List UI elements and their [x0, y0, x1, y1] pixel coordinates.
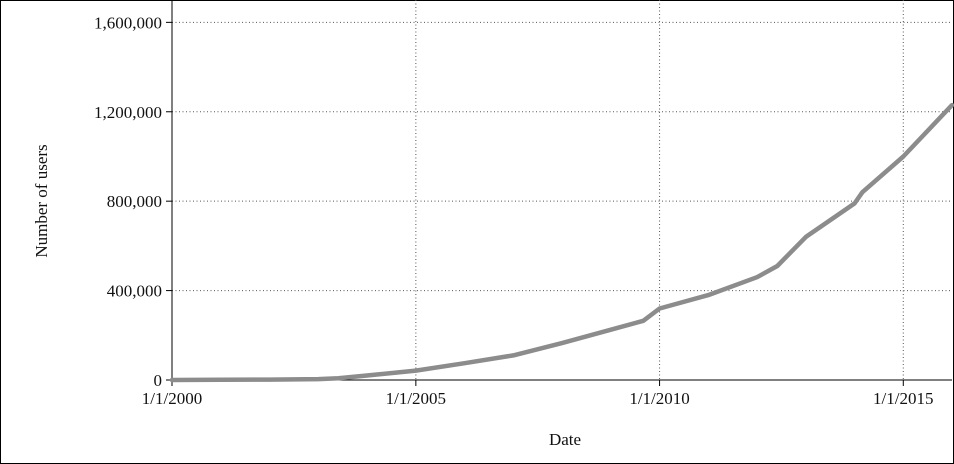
y-tick-label: 0 — [154, 371, 163, 390]
x-tick-label: 1/1/2015 — [873, 389, 933, 408]
series-line — [169, 102, 954, 383]
axis-layer — [166, 0, 952, 386]
y-tick-label: 400,000 — [107, 282, 162, 301]
label-layer: 0 400,000 800,000 1,200,000 1,600,000 1/1/200… — [94, 13, 934, 408]
x-axis-title: Date — [549, 430, 581, 449]
x-tick-label: 1/1/2010 — [629, 389, 689, 408]
x-tick-label: 1/1/2000 — [142, 389, 202, 408]
y-tick-label: 1,200,000 — [94, 103, 162, 122]
grid-layer — [172, 0, 952, 380]
x-tick-label: 1/1/2005 — [386, 389, 446, 408]
series-layer — [169, 102, 954, 383]
y-tick-label: 1,600,000 — [94, 13, 162, 32]
y-axis-title: Number of users — [32, 144, 51, 257]
y-tick-label: 800,000 — [107, 192, 162, 211]
